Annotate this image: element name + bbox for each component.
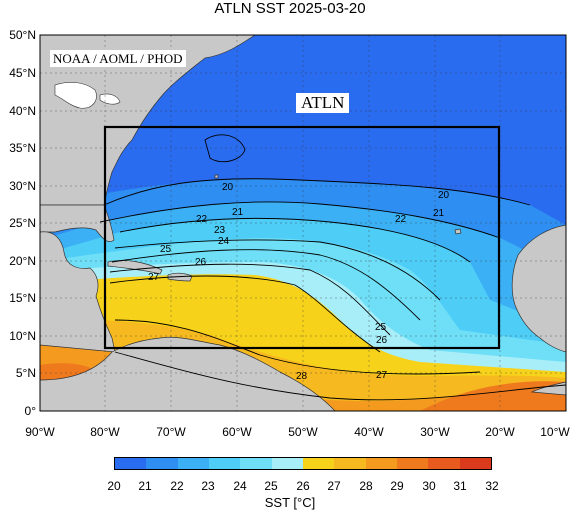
lon-label: 90°W <box>25 425 55 439</box>
hispaniola-land <box>167 272 193 282</box>
lat-label: 30°N <box>9 179 36 193</box>
contour-28 <box>114 351 566 401</box>
lat-label: 40°N <box>9 104 36 118</box>
colorbar-tick: 30 <box>422 479 436 493</box>
colorbar-tick: 27 <box>327 479 341 493</box>
africa-gulf-land <box>530 381 566 396</box>
colorbar-tick: 25 <box>264 479 278 493</box>
contour-label: 27 <box>376 370 388 381</box>
lon-label: 50°W <box>288 425 318 439</box>
contour-label: 25 <box>375 322 387 333</box>
colorbar-tick: 28 <box>359 479 373 493</box>
contour-label: 20 <box>438 190 450 201</box>
colorbar-tick: 23 <box>201 479 215 493</box>
colorbar-segment <box>428 458 460 469</box>
credit-label: NOAA / AOML / PHOD <box>50 50 186 67</box>
lat-label: 20°N <box>9 254 36 268</box>
contour-25 <box>109 263 391 336</box>
map-title: ATLN SST 2025-03-20 <box>214 0 366 17</box>
lat-label: 15°N <box>9 291 36 305</box>
contour-26 <box>109 275 381 353</box>
africa-land <box>511 224 566 353</box>
colorbar-tick: 26 <box>296 479 310 493</box>
colorbar-segment <box>115 458 147 469</box>
colorbar-segment <box>396 458 429 469</box>
lon-label: 80°W <box>90 425 120 439</box>
colorbar-segment <box>177 458 209 469</box>
lat-label: 5°N <box>15 366 36 380</box>
lon-label: 70°W <box>156 425 186 439</box>
cuba-land <box>107 260 163 275</box>
contour-bermuda <box>204 134 246 163</box>
contour-label: 20 <box>222 182 234 193</box>
lon-label: 40°W <box>354 425 384 439</box>
lat-label: 50°N <box>9 28 36 42</box>
contour-22 <box>119 217 471 263</box>
contour-27 <box>114 319 481 375</box>
lat-label: 0° <box>24 404 36 418</box>
colorbar-segment <box>146 458 178 469</box>
lat-label: 45°N <box>9 66 36 80</box>
lat-label: 25°N <box>9 216 36 230</box>
florida-gulf-land <box>40 204 115 243</box>
colorbar-tick: 21 <box>138 479 152 493</box>
lon-label: 30°W <box>420 425 450 439</box>
region-box <box>103 125 501 350</box>
colorbar-tick: 20 <box>107 479 121 493</box>
contour-label: 22 <box>196 214 208 225</box>
south-america-land <box>40 336 336 411</box>
colorbar-segment <box>459 458 491 469</box>
contour-24 <box>111 249 421 321</box>
colorbar-tick: 32 <box>485 479 499 493</box>
map-frame <box>39 34 567 412</box>
colorbar-segment <box>302 458 335 469</box>
lat-label: 10°N <box>9 329 36 343</box>
contour-label: 25 <box>160 244 172 255</box>
colorbar-tick: 29 <box>390 479 404 493</box>
lon-label: 20°W <box>485 425 515 439</box>
contour-label: 28 <box>296 371 308 382</box>
colorbar-segment <box>240 458 272 469</box>
colorbar-tick: 22 <box>170 479 184 493</box>
contour-label: 23 <box>214 225 226 236</box>
colorbar-segment <box>208 458 241 469</box>
colorbar-segment <box>334 458 366 469</box>
region-label: ATLN <box>296 93 350 113</box>
colorbar <box>114 457 492 470</box>
colorbar-segment <box>365 458 397 469</box>
contour-23 <box>114 239 441 301</box>
contour-label: 21 <box>232 207 244 218</box>
bermuda-land <box>214 174 219 179</box>
colorbar-label: SST [°C] <box>264 495 316 510</box>
contour-21 <box>99 201 501 239</box>
lon-label: 60°W <box>222 425 252 439</box>
colorbar-tick: 31 <box>453 479 467 493</box>
contour-label: 22 <box>395 214 407 225</box>
colorbar-segment <box>271 458 303 469</box>
contour-label: 27 <box>148 272 160 283</box>
canary-land <box>454 228 462 235</box>
great-lakes <box>54 81 97 109</box>
contour-label: 26 <box>376 335 388 346</box>
contour-20 <box>103 178 531 206</box>
contour-label: 24 <box>218 236 230 247</box>
lat-label: 35°N <box>9 141 36 155</box>
colorbar-tick: 24 <box>233 479 247 493</box>
contour-label: 26 <box>195 257 207 268</box>
lon-label: 10°W <box>540 425 570 439</box>
contour-label: 21 <box>433 208 445 219</box>
